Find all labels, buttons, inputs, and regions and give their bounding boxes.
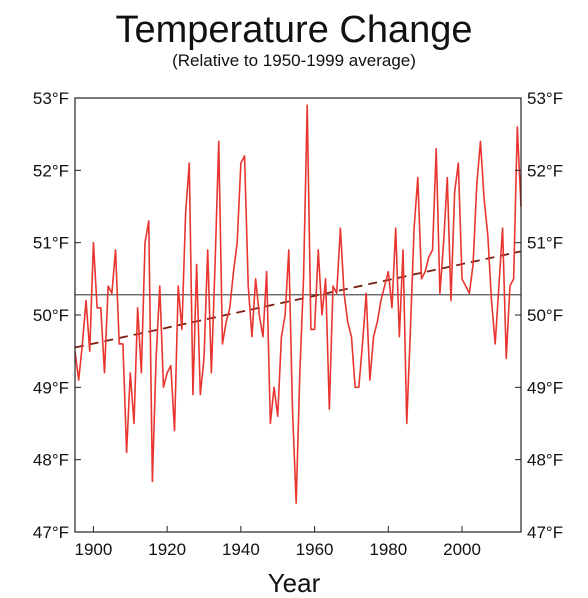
y-tick-label-left: 51°F [33, 234, 69, 253]
y-axis-left: 47°F 48°F 49°F 50°F 51°F 52°F 53°F [33, 89, 81, 542]
x-axis-label: Year [267, 568, 321, 598]
y-tick-label-right: 47°F [527, 523, 563, 542]
chart-title: Temperature Change [115, 9, 473, 51]
y-tick-label-left: 52°F [33, 161, 69, 180]
y-tick-label-right: 50°F [527, 306, 563, 325]
temperature-series-line [74, 104, 522, 504]
y-tick-label-left: 47°F [33, 523, 69, 542]
y-tick-label-left: 53°F [33, 89, 69, 108]
x-tick-label: 1920 [148, 540, 186, 559]
plot-area [75, 98, 521, 532]
y-tick-label-right: 49°F [527, 378, 563, 397]
y-axis-right: 47°F 48°F 49°F 50°F 51°F 52°F 53°F [515, 89, 563, 542]
y-tick-label-left: 49°F [33, 378, 69, 397]
trend-line-group [74, 250, 522, 349]
y-tick-label-right: 48°F [527, 451, 563, 470]
x-tick-label: 1960 [296, 540, 334, 559]
y-tick-label-right: 51°F [527, 234, 563, 253]
chart-subtitle: (Relative to 1950-1999 average) [172, 51, 416, 70]
y-tick-label-right: 53°F [527, 89, 563, 108]
x-tick-label: 2000 [443, 540, 481, 559]
x-tick-label: 1940 [222, 540, 260, 559]
x-tick-label: 1980 [369, 540, 407, 559]
y-tick-label-right: 52°F [527, 161, 563, 180]
series-group [74, 104, 522, 504]
trend-line [74, 250, 522, 349]
y-tick-label-left: 48°F [33, 451, 69, 470]
x-tick-label: 1900 [75, 540, 113, 559]
y-tick-label-left: 50°F [33, 306, 69, 325]
x-axis: 1900 1920 1940 1960 1980 2000 [75, 526, 481, 559]
